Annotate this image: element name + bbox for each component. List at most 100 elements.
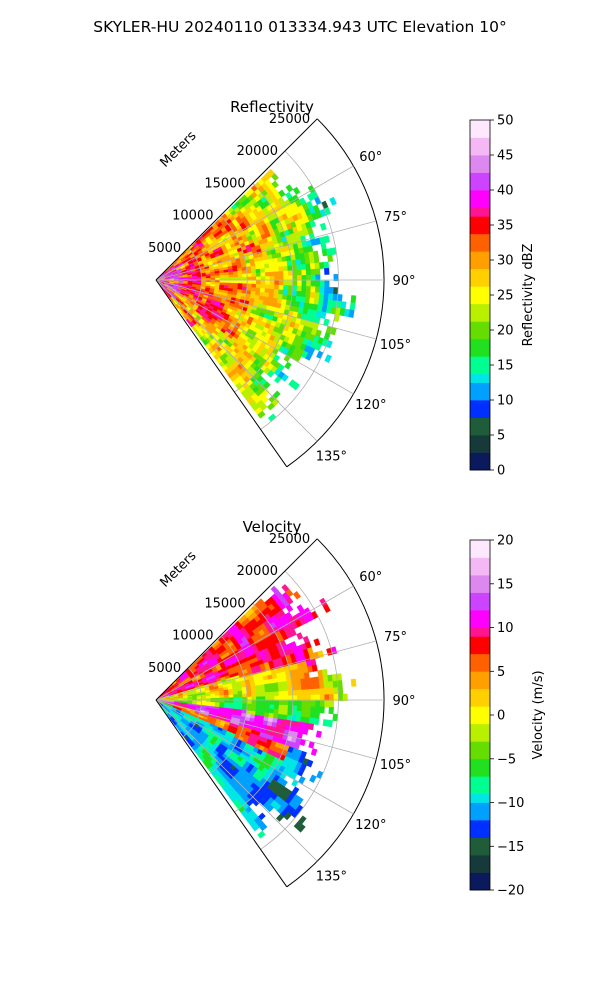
radar-gate [260,272,266,277]
radar-gate [242,703,248,708]
radar-gate [260,280,266,285]
radar-gate [268,708,275,714]
radar-gate [255,280,262,285]
colorbar-tick-label: 45 [497,149,514,164]
colorbar-step [470,268,490,278]
radar-gate [287,285,293,291]
radar-gate [237,693,243,698]
radar-gate [314,262,321,270]
colorbar-step [470,356,490,366]
colorbar-tick-label: 15 [497,359,514,374]
radar-gate [315,280,321,288]
radar-gate [246,703,252,708]
radar-gate [269,687,275,693]
azimuth-spoke [155,165,354,281]
colorbar-step [470,758,490,768]
azimuth-tick-label: 135° [316,449,347,464]
radar-gate [205,695,211,699]
colorbar-step [470,610,490,620]
range-tick-label: 15000 [204,596,245,611]
radar-gate [305,291,311,299]
colorbar-step [470,146,490,156]
radar-gate [246,283,252,288]
radar-gate [340,301,347,310]
colorbar-tick-label: 10 [497,394,514,409]
radar-gate [324,687,330,695]
colorbar-tick-label: −10 [497,796,524,811]
radar-gate [228,271,234,276]
colorbar-step [470,382,490,392]
radar-gate [273,704,280,710]
radar-gate [237,270,243,275]
velocity-title: Velocity [243,518,302,536]
radar-gate [327,719,333,728]
radar-gate [241,690,248,695]
radar-gate [301,269,307,276]
colorbar-step [470,575,490,585]
colorbar-step [470,347,490,357]
radar-gate [292,690,298,696]
radar-gate [300,711,307,718]
radar-gate [282,289,289,296]
colorbar-step [470,793,490,803]
colorbar-tick-label: 0 [497,464,505,479]
colorbar-step [470,776,490,786]
radar-gate [310,688,316,696]
radar-gate [264,263,270,269]
range-tick-label: 20000 [237,144,278,159]
radar-gate [285,596,294,605]
radar-gate [273,284,280,290]
radar-gate [237,273,243,278]
radar-gate [313,256,320,264]
radar-gate [314,286,321,294]
reflectivity-colorbar: 0 5 10 15 20 25 30 35 40 45 50 Reflectivity dBZ [469,114,536,479]
radar-gate [274,691,280,697]
radar-gate [310,748,318,756]
radar-gate [314,682,321,690]
colorbar-step [470,216,490,226]
radar-gate [296,285,303,292]
figure-suptitle: SKYLER-HU 20240110 013334.943 UTC Elevat… [93,18,507,36]
radar-gate [264,691,271,697]
colorbar-step [470,172,490,182]
radar-gate [219,280,225,284]
colorbar-step [470,225,490,235]
radar-gate [296,700,303,707]
colorbar-step [470,627,490,637]
radar-gate [278,270,284,277]
velocity-colorbar: −20 −15 −10 −5 0 5 10 15 20 Velocity (m/s) [469,534,546,899]
radar-gate [307,245,314,253]
radar-gate [273,289,279,295]
colorbar-step [470,811,490,821]
radar-gate [294,353,302,362]
reflectivity-azimuth-ticks: 60° 75° 90° 105° 120° 135° [316,150,416,464]
azimuth-spoke [155,279,318,442]
colorbar-step [470,408,490,418]
radar-gate [315,700,321,708]
colorbar-step [470,461,490,471]
radar-gate [306,700,312,707]
radar-gate [246,273,252,278]
colorbar-tick-label: 15 [497,577,514,592]
sector-edge [155,279,288,468]
radar-gate [323,261,330,269]
radar-gate [313,718,320,726]
radar-gate [266,402,276,411]
radar-gate [241,270,248,275]
colorbar-tick-label: 25 [497,289,514,304]
colorbar-step [470,706,490,716]
radar-gate [232,271,239,275]
colorbar-step [470,767,490,777]
radar-gate [273,375,282,384]
colorbar-step [470,452,490,462]
radar-gate [251,272,257,278]
radar-gate [324,280,330,288]
range-ring [208,215,248,356]
radar-gate [274,700,280,706]
radar-gate [306,759,314,768]
radar-gate [283,280,289,286]
colorbar-step [470,233,490,243]
colorbar-step [470,190,490,200]
colorbar-tick-label: 5 [497,665,505,680]
radar-gate [319,700,325,708]
